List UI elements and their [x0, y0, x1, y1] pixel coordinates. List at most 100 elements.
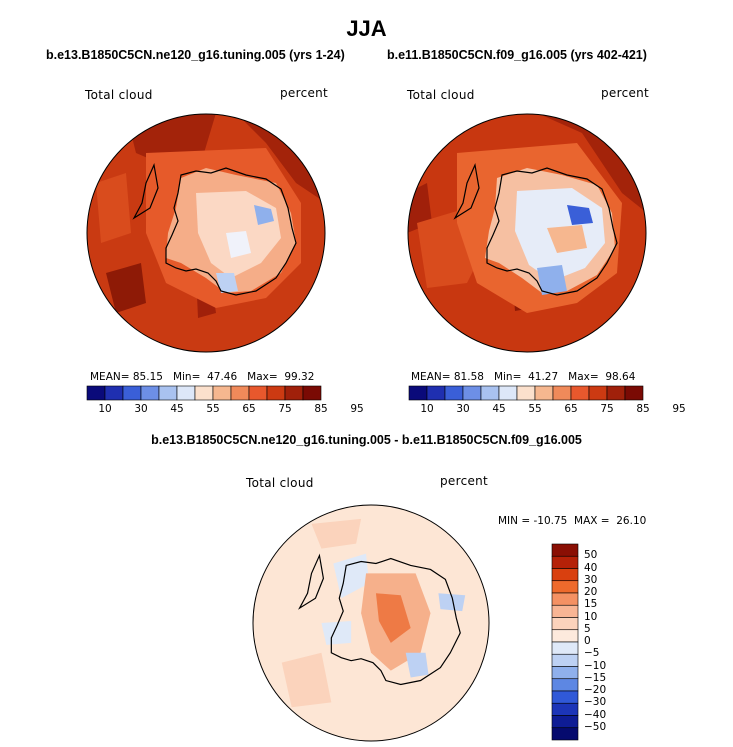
diff-colorbar-tick-label: 40	[584, 561, 598, 574]
panel2-colorbar-swatch	[444, 385, 464, 401]
panel1-colorbar-swatch	[212, 385, 232, 401]
diff-colorbar-swatch	[551, 617, 579, 631]
panel1-colorbar-tick-label: 30	[134, 403, 148, 415]
diff-colorbar-tick-label: 0	[584, 635, 591, 647]
diff-negative-patch	[438, 593, 466, 612]
panel2-colorbar-tick-label: 30	[456, 403, 470, 415]
panel1-interior-low	[216, 273, 238, 293]
panel2-colorbar-swatch	[606, 385, 626, 401]
panel1-colorbar-swatch	[176, 385, 196, 401]
diff-map	[252, 504, 490, 742]
diff-colorbar-tick-label: −15	[584, 671, 607, 684]
panel1-colorbar-swatch	[104, 385, 124, 401]
panel2-colorbar-swatch	[426, 385, 446, 401]
diff-colorbar-tick-label: 20	[584, 586, 598, 598]
diff-colorbar	[551, 543, 579, 741]
panel2-colorbar	[408, 385, 644, 401]
diff-colorbar-swatch	[551, 568, 579, 582]
diff-colorbar-tick-label: −20	[584, 684, 607, 696]
panel1-colorbar-swatch	[284, 385, 304, 401]
diff-colorbar-swatch	[551, 702, 579, 716]
panel2-colorbar-tick-label: 55	[528, 403, 542, 415]
diff-units-label: percent	[440, 474, 489, 488]
panel2-mean-value: 81.58	[453, 371, 484, 383]
panel1-colorbar-ticks: 10 30 45 55 65 75 85 95	[87, 403, 363, 417]
diff-panel-title: b.e13.B1850C5CN.ne120_g16.tuning.005 - b…	[151, 433, 582, 447]
panel2-interior-low	[547, 225, 587, 253]
panel1-interior-low	[254, 205, 274, 225]
panel2-stats: MEAN= 81.58 Min= 41.27 Max= 98.64	[411, 371, 635, 383]
panel2-colorbar-tick-label: 65	[564, 403, 578, 415]
panel2-interior-low	[567, 205, 593, 225]
panel2-colorbar-swatch	[408, 385, 428, 401]
panel1-colorbar-swatch	[122, 385, 142, 401]
panel1-colorbar-swatch	[158, 385, 178, 401]
panel2-colorbar-swatch	[516, 385, 536, 401]
panel1-colorbar-swatch	[248, 385, 268, 401]
panel1-colorbar-tick-label: 55	[206, 403, 220, 415]
panel1-interior-low	[226, 231, 251, 258]
diff-colorbar-tick-label: 10	[584, 610, 598, 623]
panel2-colorbar-swatch	[462, 385, 482, 401]
panel2-max-label: Max=	[568, 371, 599, 383]
diff-positive-patch	[375, 593, 411, 643]
diff-colorbar-tick-label: −50	[584, 720, 607, 733]
diff-colorbar-swatch	[551, 666, 579, 680]
panel1-title: b.e13.B1850C5CN.ne120_g16.tuning.005 (yr…	[46, 48, 345, 62]
panel1-coastline	[132, 162, 297, 296]
panel2-colorbar-swatch	[498, 385, 518, 401]
panel2-max-value: 98.64	[605, 371, 636, 383]
diff-positive-patch	[281, 652, 332, 708]
panel2-title: b.e11.B1850C5CN.f09_g16.005 (yrs 402-421…	[387, 48, 647, 62]
diff-colorbar-tick-label: 30	[584, 573, 598, 586]
panel2-coastline	[453, 162, 618, 296]
diff-colorbar-swatch	[551, 690, 579, 704]
panel1-colorbar-tick-label: 45	[170, 403, 184, 415]
panel1-colorbar-tick-label: 10	[98, 403, 112, 415]
panel2-colorbar-tick-label: 10	[420, 403, 434, 415]
diff-colorbar-tick-label: −30	[584, 696, 607, 709]
diff-colorbar-tick-label: −5	[584, 647, 600, 660]
panel2-variable-label: Total cloud	[407, 88, 475, 102]
panel1-stats: MEAN= 85.15 Min= 47.46 Max= 99.32	[90, 371, 314, 383]
diff-colorbar-tick-label: 50	[584, 549, 598, 562]
diff-colorbar-tick-label: −40	[584, 708, 607, 721]
panel1-max-value: 99.32	[284, 371, 315, 383]
diff-map-border	[252, 504, 490, 742]
panel1-colorbar-swatch	[86, 385, 106, 401]
panel1-high-cloud-patch	[106, 263, 146, 313]
page-title: JJA	[346, 16, 387, 41]
diff-colorbar-swatch	[551, 604, 579, 618]
panel1-map	[86, 113, 326, 353]
diff-positive-patch	[311, 518, 362, 549]
panel2-mean-label: MEAN=	[411, 371, 451, 383]
panel1-mean-value: 85.15	[132, 371, 163, 383]
panel1-colorbar	[86, 385, 322, 401]
diff-colorbar-tick-label: 5	[584, 622, 591, 635]
panel1-variable-label: Total cloud	[85, 88, 153, 102]
panel1-mean-label: MEAN=	[90, 371, 130, 383]
panel2-units-label: percent	[601, 86, 650, 100]
panel1-units-label: percent	[280, 86, 329, 100]
panel2-map	[407, 113, 647, 353]
diff-colorbar-swatch	[551, 641, 579, 655]
panel2-colorbar-tick-label: 75	[600, 403, 614, 415]
panel2-colorbar-swatch	[624, 385, 644, 401]
panel2-colorbar-tick-label: 95	[672, 403, 686, 415]
panel2-colorbar-tick-label: 45	[492, 403, 506, 415]
panel1-colorbar-tick-label: 85	[314, 403, 328, 415]
panel2-colorbar-swatch	[588, 385, 608, 401]
diff-minmax-text: MIN = -10.75 MAX = 26.10	[498, 515, 647, 527]
panel1-map-border	[86, 113, 326, 353]
panel1-colorbar-swatch	[230, 385, 250, 401]
panel2-colorbar-swatch	[480, 385, 500, 401]
panel2-colorbar-swatch	[552, 385, 572, 401]
diff-coastline	[298, 553, 461, 686]
panel1-mid-cloud-patch	[96, 173, 131, 243]
panel1-colorbar-tick-label: 65	[242, 403, 256, 415]
panel1-colorbar-swatch	[266, 385, 286, 401]
diff-colorbar-swatch	[551, 543, 579, 557]
diff-negative-patch	[405, 652, 429, 678]
diff-variable-label: Total cloud	[246, 476, 314, 490]
panel2-map-border	[407, 113, 647, 353]
